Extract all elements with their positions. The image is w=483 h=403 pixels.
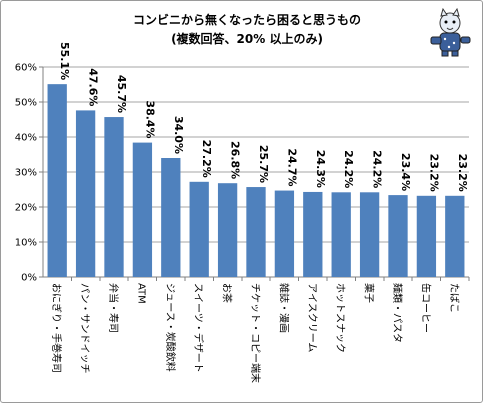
cat-mascot-icon <box>430 7 471 57</box>
bar <box>217 183 238 277</box>
value-labels-layer: 55.1% 47.6% 45.7% 38.4% 34.0% 27.2% 26.8% 25.7%… <box>58 42 469 192</box>
value-label: 24.2% <box>342 150 355 188</box>
value-label: 27.2% <box>200 140 213 178</box>
bar <box>75 110 96 278</box>
y-tick-label: 30% <box>15 168 37 179</box>
bar <box>47 84 67 278</box>
value-label: 47.6% <box>87 68 100 106</box>
category-label: パン・サンドイッチ <box>79 283 91 374</box>
bar <box>189 181 209 277</box>
bar <box>274 190 295 277</box>
category-label: 弁当・寿司 <box>107 283 120 333</box>
value-label: 25.7% <box>257 145 270 183</box>
y-tick-label: 60% <box>15 63 37 74</box>
y-tick-label: 10% <box>15 238 37 249</box>
category-label: チケット・コピー端末 <box>249 283 262 383</box>
value-label: 38.4% <box>143 100 156 138</box>
y-tick-label: 50% <box>15 98 37 109</box>
value-label: 23.2% <box>427 154 440 192</box>
value-label: 26.8% <box>229 141 242 179</box>
category-label: 雑誌・漫画 <box>277 283 290 333</box>
category-label: おにぎり・手巻寿司 <box>50 283 63 373</box>
category-label: たばこ <box>448 283 460 313</box>
category-label: 缶コーヒー <box>419 283 432 333</box>
chart-subtitle: (複数回答、20% 以上のみ) <box>171 31 323 46</box>
bar <box>303 191 323 277</box>
y-tick-label: 0% <box>21 273 37 284</box>
value-label: 34.0% <box>172 116 185 154</box>
bar <box>132 142 153 277</box>
bars-layer <box>47 84 465 278</box>
bar <box>388 195 408 277</box>
category-label: お茶 <box>221 283 234 303</box>
bar <box>416 195 437 277</box>
category-label: ジュース・炭酸飲料 <box>164 283 177 372</box>
value-label: 55.1% <box>58 42 71 80</box>
chart-title: コンビニから無くなったら困ると思うもの <box>133 12 361 27</box>
value-label: 24.7% <box>285 148 298 186</box>
bar <box>331 192 351 277</box>
category-label: スイーツ・デザート <box>192 283 205 373</box>
y-tick-label: 40% <box>15 133 37 144</box>
bar <box>445 195 465 277</box>
bar <box>246 187 266 277</box>
value-label: 24.3% <box>314 150 327 188</box>
category-label: 菓子 <box>363 283 375 303</box>
category-label: 麺類・パスタ <box>391 283 404 343</box>
bar <box>359 192 380 277</box>
category-labels-layer: おにぎり・手巻寿司 パン・サンドイッチ 弁当・寿司 ATM ジュース・炭酸飲料 スイーツ・… <box>50 283 460 383</box>
bar <box>104 117 124 277</box>
category-label: アイスクリーム <box>306 283 318 352</box>
y-tick-label: 20% <box>15 203 37 214</box>
bar <box>161 158 181 277</box>
category-label: ATM <box>135 283 146 304</box>
value-label: 23.4% <box>399 153 412 191</box>
value-label: 24.2% <box>371 150 384 188</box>
value-label: 45.7% <box>115 75 128 113</box>
value-label: 23.2% <box>456 154 469 192</box>
category-label: ホットスナック <box>334 283 346 353</box>
